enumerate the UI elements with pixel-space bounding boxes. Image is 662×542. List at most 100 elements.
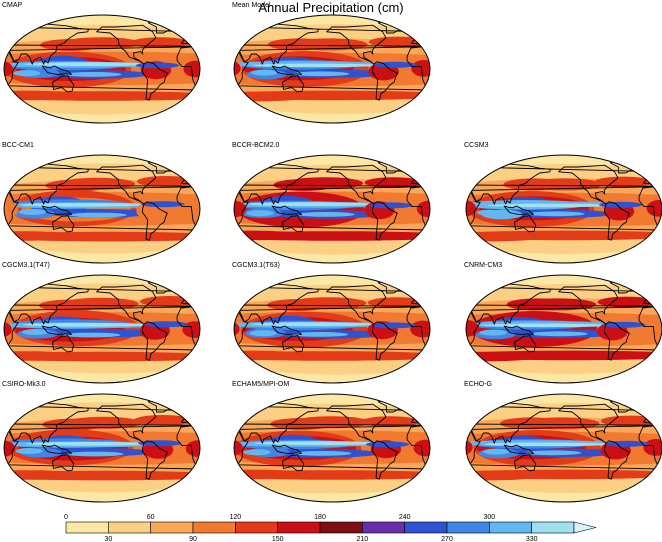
precip-contour xyxy=(519,298,597,311)
precip-contour xyxy=(63,72,122,77)
colorbar-tick-label: 180 xyxy=(314,514,326,521)
precip-contour xyxy=(62,297,139,310)
precip-contour xyxy=(480,323,608,328)
precip-contour xyxy=(599,201,643,208)
precip-contour xyxy=(135,62,180,69)
precip-contour xyxy=(24,62,152,66)
panel-label: Mean Model xyxy=(232,2,271,9)
coastline xyxy=(7,46,198,91)
precip-contour xyxy=(361,416,420,427)
coastline xyxy=(7,306,198,351)
precip-contour xyxy=(251,322,379,326)
map-frame xyxy=(233,14,431,124)
precip-contour xyxy=(364,177,423,188)
coastline xyxy=(271,65,302,75)
panel-label: ECHO-G xyxy=(464,381,492,388)
precip-contour xyxy=(530,331,588,337)
precip-contour xyxy=(62,332,121,338)
precip-contour xyxy=(290,332,349,337)
coastline xyxy=(469,425,660,470)
precipitation-map xyxy=(465,393,662,503)
coastline xyxy=(469,186,660,231)
colorbar-swatch xyxy=(150,521,194,534)
precip-contour xyxy=(466,431,567,466)
coastline xyxy=(558,403,619,444)
precip-contour xyxy=(646,200,662,217)
colorbar-swatch xyxy=(108,521,151,534)
colorbar-tick-label: 120 xyxy=(229,514,241,521)
precipitation-map xyxy=(465,154,662,264)
precip-contour xyxy=(13,70,41,77)
panel-label: CNRM-CM3 xyxy=(464,262,503,269)
coastline xyxy=(52,335,75,353)
precip-contour xyxy=(4,231,79,241)
coastline xyxy=(326,284,387,325)
colorbar-swatch xyxy=(235,521,278,534)
precip-contour xyxy=(20,203,147,207)
precip-contour xyxy=(63,37,140,50)
precipitation-map xyxy=(465,274,662,384)
coastline xyxy=(271,444,302,454)
colorbar-tick-label: 0 xyxy=(64,514,68,521)
precip-contour xyxy=(466,192,570,227)
coastline xyxy=(41,205,72,215)
precip-contour xyxy=(482,448,511,455)
coastline xyxy=(41,444,72,454)
coastline xyxy=(503,205,534,215)
coastline xyxy=(371,61,398,101)
map-panel: ECHAM5/MPI-OM xyxy=(232,381,432,506)
coastline xyxy=(141,201,168,241)
precip-contour xyxy=(252,63,380,68)
precip-contour xyxy=(243,449,271,456)
precip-contour xyxy=(602,321,646,328)
precip-contour xyxy=(369,36,427,48)
precipitation-map xyxy=(3,393,201,503)
precip-contour xyxy=(643,439,662,456)
precip-contour xyxy=(466,231,546,242)
coastline xyxy=(326,24,387,65)
coastline xyxy=(603,440,630,480)
precip-contour xyxy=(234,430,337,465)
map-frame xyxy=(3,14,201,124)
precip-contour xyxy=(527,211,585,217)
map-frame xyxy=(3,274,201,384)
map-panel: BCC-CM1 xyxy=(2,142,202,267)
colorbar-tick-label: 90 xyxy=(189,536,197,542)
precip-contour xyxy=(297,212,355,217)
precip-contour xyxy=(4,51,107,86)
coastline xyxy=(271,205,302,215)
precip-contour xyxy=(605,440,649,447)
precip-contour xyxy=(4,312,106,346)
precip-contour xyxy=(131,37,190,48)
precip-contour xyxy=(479,329,507,336)
colorbar-swatch xyxy=(446,521,490,534)
precipitation-map xyxy=(3,14,201,124)
coastline xyxy=(558,164,619,205)
precip-contour xyxy=(476,209,504,216)
precip-contour xyxy=(234,230,307,241)
map-panel: CNRM-CM3 xyxy=(464,262,662,387)
precip-contour xyxy=(254,441,382,445)
precipitation-map xyxy=(233,14,431,124)
coastline xyxy=(7,425,198,470)
colorbar-tick-label: 60 xyxy=(147,514,155,521)
precip-contour xyxy=(23,323,151,327)
precip-contour xyxy=(369,202,413,209)
map-panel: BCCR-BCM2.0 xyxy=(232,142,432,267)
map-frame xyxy=(465,154,662,264)
coastline xyxy=(326,164,387,205)
precip-contour xyxy=(365,441,410,448)
colorbar-swatch xyxy=(277,521,321,534)
map-frame xyxy=(465,274,662,384)
precip-contour xyxy=(21,329,50,335)
coastline xyxy=(52,75,75,93)
coastline xyxy=(237,186,428,231)
colorbar-swatch xyxy=(489,521,532,534)
precip-contour xyxy=(4,321,12,338)
precip-contour xyxy=(140,296,198,307)
precip-contour xyxy=(411,60,430,77)
coastline xyxy=(141,321,168,361)
map-panel: ECHO-G xyxy=(464,381,662,506)
precip-contour xyxy=(291,71,350,77)
coastline xyxy=(141,440,168,480)
